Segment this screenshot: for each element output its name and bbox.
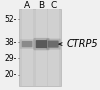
Text: 38-: 38-	[5, 38, 17, 47]
FancyBboxPatch shape	[20, 39, 34, 49]
Text: 20-: 20-	[5, 70, 17, 79]
Text: 29-: 29-	[5, 54, 17, 63]
Text: A: A	[24, 1, 30, 10]
Bar	[48, 9, 59, 86]
FancyBboxPatch shape	[22, 41, 32, 47]
Text: C: C	[50, 1, 56, 10]
FancyBboxPatch shape	[46, 39, 61, 50]
Bar	[22, 9, 33, 86]
Text: CTRP5: CTRP5	[67, 39, 98, 49]
Bar	[36, 9, 47, 86]
Bar	[19, 9, 61, 86]
FancyBboxPatch shape	[34, 38, 49, 50]
FancyBboxPatch shape	[48, 40, 59, 48]
FancyBboxPatch shape	[36, 40, 47, 48]
Text: 52-: 52-	[5, 15, 17, 24]
Text: B: B	[38, 1, 44, 10]
